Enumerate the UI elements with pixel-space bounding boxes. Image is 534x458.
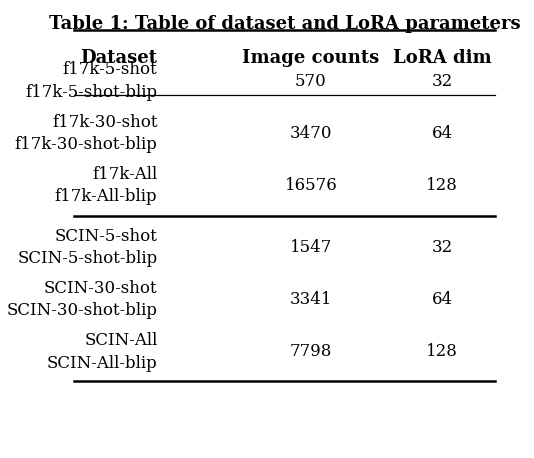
- Text: Image counts: Image counts: [242, 49, 380, 67]
- Text: f17k-All
f17k-All-blip: f17k-All f17k-All-blip: [55, 166, 158, 205]
- Text: 64: 64: [432, 125, 453, 142]
- Text: SCIN-30-shot
SCIN-30-shot-blip: SCIN-30-shot SCIN-30-shot-blip: [6, 280, 158, 319]
- Text: Dataset: Dataset: [81, 49, 158, 67]
- Text: 128: 128: [427, 344, 458, 360]
- Text: 16576: 16576: [285, 177, 337, 194]
- Text: 128: 128: [427, 177, 458, 194]
- Text: 64: 64: [432, 291, 453, 308]
- Text: 1547: 1547: [290, 239, 332, 256]
- Text: 32: 32: [432, 239, 453, 256]
- Text: 32: 32: [432, 72, 453, 90]
- Text: 570: 570: [295, 72, 327, 90]
- Text: SCIN-5-shot
SCIN-5-shot-blip: SCIN-5-shot SCIN-5-shot-blip: [17, 228, 158, 267]
- Text: f17k-30-shot
f17k-30-shot-blip: f17k-30-shot f17k-30-shot-blip: [14, 114, 158, 153]
- Text: f17k-5-shot
f17k-5-shot-blip: f17k-5-shot f17k-5-shot-blip: [26, 61, 158, 101]
- Text: Table 1: Table of dataset and LoRA parameters: Table 1: Table of dataset and LoRA param…: [49, 15, 521, 33]
- Text: 3470: 3470: [289, 125, 332, 142]
- Text: SCIN-All
SCIN-All-blip: SCIN-All SCIN-All-blip: [47, 333, 158, 371]
- Text: 3341: 3341: [289, 291, 332, 308]
- Text: 7798: 7798: [290, 344, 332, 360]
- Text: LoRA dim: LoRA dim: [393, 49, 492, 67]
